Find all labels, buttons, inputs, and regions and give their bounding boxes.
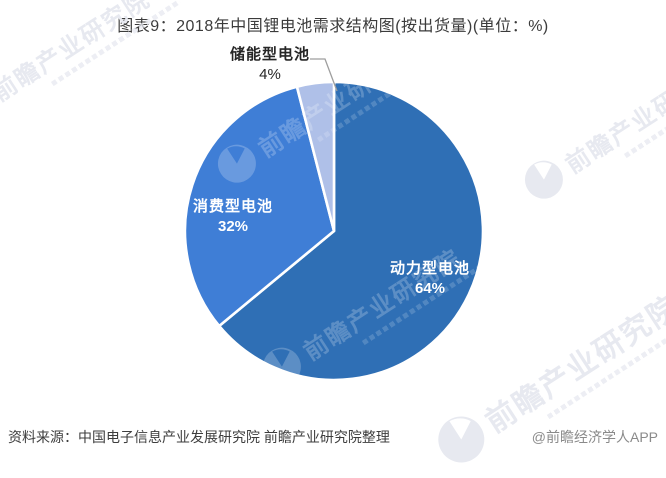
pie-chart xyxy=(183,58,485,382)
data-source-note: 资料来源：中国电子信息产业发展研究院 前瞻产业研究院整理 xyxy=(8,429,390,445)
pie-slices xyxy=(183,80,485,382)
callout-leader-line xyxy=(310,58,338,92)
credit-note: @前瞻经济学人APP xyxy=(531,429,658,445)
pie-slice-1 xyxy=(183,85,336,328)
chart-title: 图表9：2018年中国锂电池需求结构图(按出货量)(单位：%) xyxy=(117,18,549,35)
pie-slice-0 xyxy=(217,80,485,382)
